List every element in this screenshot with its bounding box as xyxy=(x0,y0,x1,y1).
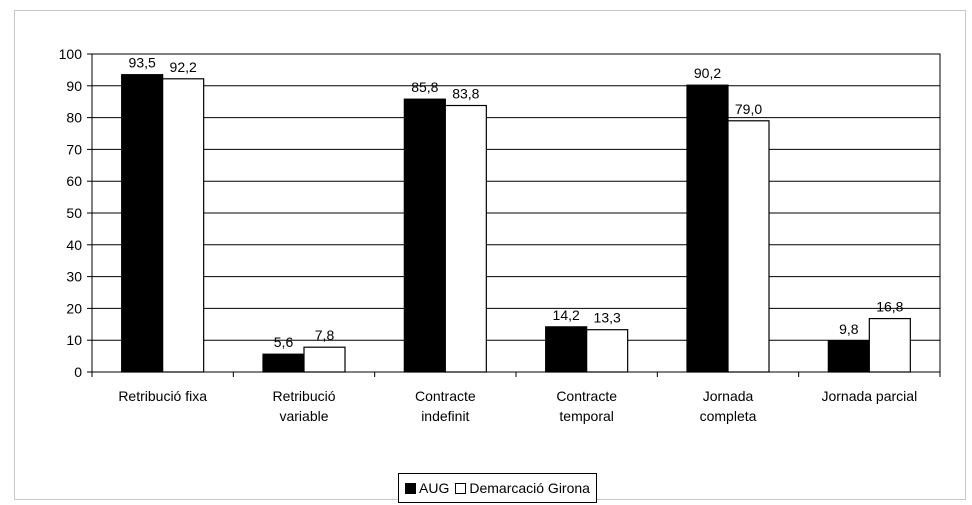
bar-aug-1 xyxy=(262,353,305,373)
category-label-1: Retribució variable xyxy=(272,388,335,424)
category-label-3: Contracte temporal xyxy=(556,388,617,424)
grid-lines xyxy=(91,53,941,373)
bar-aug-5 xyxy=(827,340,870,373)
bar-girona-2 xyxy=(444,104,487,373)
bar-girona-5 xyxy=(868,317,911,373)
data-labels: 93,5 5,6 85,8 14,2 90,2 9,8 92,2 7,8 83,8 13,3 79,… xyxy=(129,55,904,351)
y-tick-label-0: 0 xyxy=(74,364,82,380)
data-label-aug-1: 5,6 xyxy=(274,334,294,350)
bar-girona-1 xyxy=(303,346,346,373)
data-label-aug-0: 93,5 xyxy=(129,55,156,71)
data-label-girona-0: 92,2 xyxy=(170,59,197,75)
chart-frame: 0 10 20 30 40 50 60 70 80 90 100 93,5 5,6 85,8 14,2 90… xyxy=(14,10,966,503)
data-label-aug-2: 85,8 xyxy=(411,79,438,95)
legend-label-girona: Demarcació Girona xyxy=(469,480,590,496)
data-label-girona-4: 79,0 xyxy=(735,101,762,117)
y-tick-label-80: 80 xyxy=(66,110,82,126)
y-tick-label-70: 70 xyxy=(66,141,82,157)
x-axis: Retribució fixa Retribució variable Contrac… xyxy=(91,372,941,424)
legend-item-girona: Demarcació Girona xyxy=(455,480,590,496)
data-label-girona-5: 16,8 xyxy=(876,299,903,315)
y-tick-label-10: 10 xyxy=(66,332,82,348)
y-tick-label-50: 50 xyxy=(66,205,82,221)
legend-item-aug: AUG xyxy=(405,480,449,496)
y-tick-label-20: 20 xyxy=(66,300,82,316)
bar-girona-4 xyxy=(727,120,770,373)
legend: AUG Demarcació Girona xyxy=(398,473,597,503)
y-tick-label-100: 100 xyxy=(59,46,83,62)
y-tick-label-30: 30 xyxy=(66,269,82,285)
y-tick-label-60: 60 xyxy=(66,173,82,189)
bar-girona-3 xyxy=(586,329,629,373)
category-label-2: Contracte indefinit xyxy=(415,388,476,424)
data-label-aug-5: 9,8 xyxy=(839,321,859,337)
bar-chart: 0 10 20 30 40 50 60 70 80 90 100 93,5 5,6 85,8 14,2 90… xyxy=(59,46,941,424)
bar-aug-0 xyxy=(121,74,164,373)
bar-girona-0 xyxy=(162,78,205,373)
bar-aug-4 xyxy=(686,84,729,373)
y-tick-label-90: 90 xyxy=(66,78,82,94)
data-label-girona-3: 13,3 xyxy=(594,310,621,326)
data-label-aug-4: 90,2 xyxy=(694,65,721,81)
legend-swatch-aug xyxy=(405,482,416,494)
legend-label-aug: AUG xyxy=(419,480,450,496)
y-axis: 0 10 20 30 40 50 60 70 80 90 100 xyxy=(59,46,92,380)
bars xyxy=(121,74,911,373)
data-label-girona-1: 7,8 xyxy=(315,327,335,343)
data-label-aug-3: 14,2 xyxy=(553,307,580,323)
bar-aug-3 xyxy=(545,326,588,373)
legend-swatch-girona xyxy=(455,482,467,494)
category-label-5: Jornada parcial xyxy=(821,388,917,404)
y-tick-label-40: 40 xyxy=(66,237,82,253)
category-label-0: Retribució fixa xyxy=(118,388,207,404)
bar-aug-2 xyxy=(403,98,446,373)
category-label-4: Jornada completa xyxy=(700,388,757,424)
data-label-girona-2: 83,8 xyxy=(452,86,479,102)
